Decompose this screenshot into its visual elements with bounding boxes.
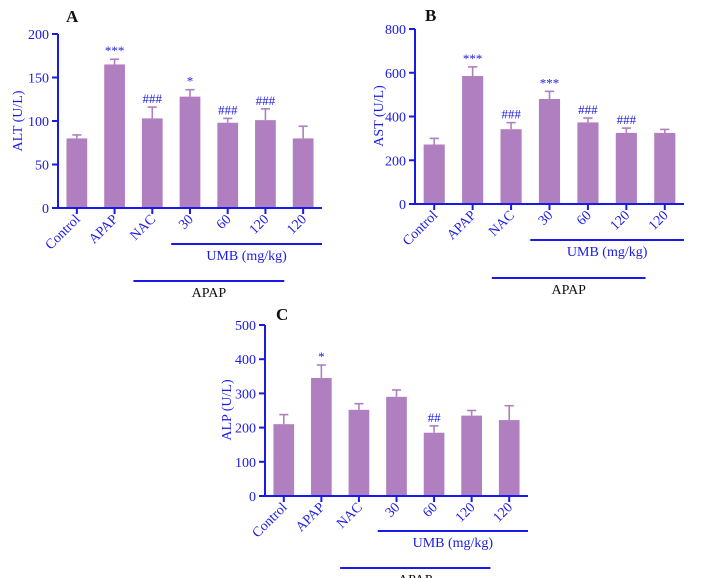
x-tick-label: NAC [128, 212, 160, 244]
y-tick-label: 600 [385, 67, 406, 82]
bar [498, 420, 520, 496]
y-tick-label: 300 [235, 387, 256, 402]
x-tick-label: 120 [608, 208, 633, 233]
x-tick-label: Control [43, 212, 84, 253]
bar [66, 138, 88, 208]
y-axis-title: ALP (U/L) [220, 379, 235, 441]
y-tick-label: 200 [235, 422, 256, 437]
significance-label: ## [428, 410, 442, 425]
y-tick-label: 0 [42, 202, 49, 217]
bar [538, 99, 561, 204]
y-tick-label: 500 [235, 319, 256, 334]
y-tick-label: 800 [385, 23, 406, 38]
y-tick-label: 150 [28, 72, 49, 87]
x-tick-label: 30 [536, 208, 557, 229]
bar [500, 129, 522, 204]
significance-label: * [187, 74, 194, 89]
bar [461, 415, 482, 496]
x-tick-label: 120 [646, 208, 671, 233]
significance-label: ### [218, 102, 238, 117]
significance-label: ### [578, 102, 598, 117]
bar [654, 132, 676, 204]
group-label: APAP [398, 573, 433, 578]
significance-label: ### [143, 91, 163, 106]
significance-label: *** [463, 51, 483, 66]
x-tick-label: 30 [176, 212, 197, 233]
bar [292, 138, 314, 208]
x-tick-label: NAC [334, 500, 366, 532]
x-tick-label: 120 [247, 212, 272, 237]
bar [141, 118, 163, 208]
group-label: UMB (mg/kg) [567, 245, 648, 260]
x-tick-label: 120 [453, 500, 478, 525]
x-tick-label: 120 [491, 500, 516, 525]
significance-label: *** [540, 75, 560, 90]
x-tick-label: 60 [214, 212, 235, 233]
bar [104, 64, 125, 208]
bar [615, 132, 637, 204]
bar [179, 96, 201, 208]
bar [348, 409, 370, 496]
y-tick-label: 200 [385, 154, 406, 169]
x-tick-label: Control [250, 500, 291, 541]
significance-label: *** [105, 43, 125, 58]
y-tick-label: 400 [235, 353, 256, 368]
y-axis-title: AST (U/L) [372, 85, 387, 147]
bar [462, 76, 484, 204]
x-tick-label: 60 [574, 208, 595, 229]
y-tick-label: 100 [28, 115, 49, 130]
x-tick-label: APAP [293, 500, 328, 535]
x-tick-label: 120 [285, 212, 310, 237]
y-tick-label: 100 [235, 456, 256, 471]
group-label: APAP [551, 283, 586, 298]
y-tick-label: 400 [385, 111, 406, 126]
y-tick-label: 50 [35, 159, 49, 174]
y-tick-label: 200 [28, 28, 49, 43]
y-axis-title: ALT (U/L) [11, 90, 26, 151]
bar [217, 122, 239, 208]
significance-label: ### [256, 93, 276, 108]
bar [577, 122, 599, 204]
x-tick-label: APAP [86, 212, 121, 247]
significance-label: ### [617, 112, 637, 127]
panel-letter: A [66, 7, 79, 26]
x-tick-label: NAC [486, 208, 518, 240]
bar [423, 144, 445, 204]
significance-label: * [318, 349, 325, 364]
panel-letter: B [425, 6, 436, 25]
bar [386, 396, 407, 496]
group-label: APAP [192, 286, 227, 301]
group-label: UMB (mg/kg) [413, 536, 494, 551]
x-tick-label: Control [400, 208, 441, 249]
y-tick-label: 0 [399, 198, 406, 213]
bar [311, 378, 332, 496]
group-label: UMB (mg/kg) [206, 249, 287, 264]
y-tick-label: 0 [249, 490, 256, 505]
bar [423, 432, 445, 496]
panel-letter: C [276, 305, 288, 324]
x-tick-label: 30 [383, 500, 404, 521]
bar [273, 424, 295, 496]
x-tick-label: APAP [444, 208, 479, 243]
significance-label: ### [501, 107, 521, 122]
bar [255, 120, 276, 208]
x-tick-label: 60 [420, 500, 441, 521]
